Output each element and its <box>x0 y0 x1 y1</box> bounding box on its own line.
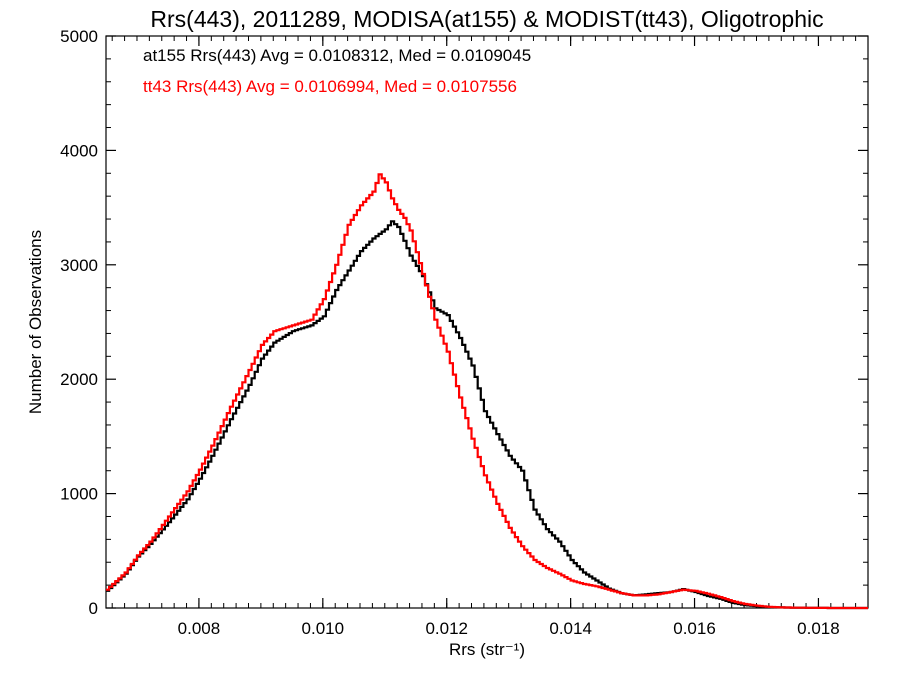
x-tick-label: 0.016 <box>673 619 716 638</box>
x-tick-label: 0.008 <box>178 619 221 638</box>
plot-frame <box>105 35 869 609</box>
x-tick-label: 0.014 <box>549 619 592 638</box>
y-tick-label: 5000 <box>60 27 98 46</box>
x-tick-label: 0.012 <box>425 619 468 638</box>
histogram-series-1 <box>106 173 868 610</box>
series-group <box>106 173 868 610</box>
y-tick-label: 4000 <box>60 141 98 160</box>
annotation-tt43: tt43 Rrs(443) Avg = 0.0106994, Med = 0.0… <box>143 77 517 96</box>
y-tick-label: 2000 <box>60 370 98 389</box>
x-tick-label: 0.018 <box>797 619 840 638</box>
annotation-at155: at155 Rrs(443) Avg = 0.0108312, Med = 0.… <box>143 46 531 65</box>
chart-title: Rrs(443), 2011289, MODISA(at155) & MODIS… <box>150 6 823 32</box>
histogram-series-0 <box>106 220 868 610</box>
y-axis-label: Number of Observations <box>26 230 45 414</box>
x-axis-label: Rrs (str⁻¹) <box>449 640 525 659</box>
y-tick-label: 0 <box>89 599 98 618</box>
axis-ticks: 0.008 0.010 0.012 0.014 0.016 0.018 0 1000 2000 3… <box>60 27 869 638</box>
x-tick-label: 0.010 <box>302 619 345 638</box>
y-tick-label: 1000 <box>60 485 98 504</box>
y-tick-label: 3000 <box>60 256 98 275</box>
